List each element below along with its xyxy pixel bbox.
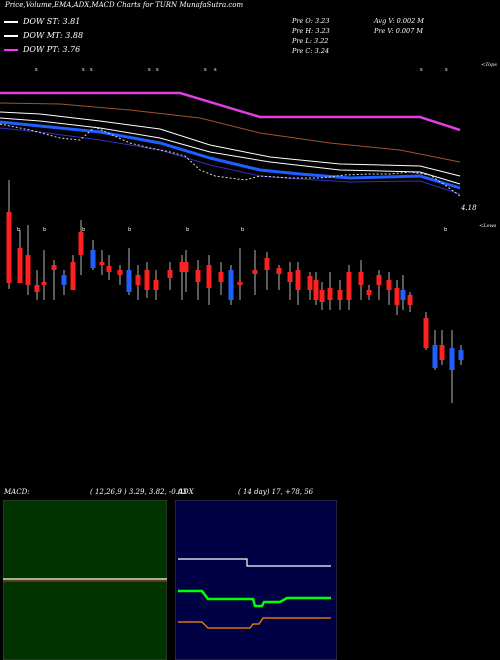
lows-marker: <Lows — [479, 223, 497, 229]
adx-panel — [175, 500, 337, 660]
svg-text:s: s — [214, 67, 217, 73]
price-marker: 4.18 — [461, 204, 477, 212]
candle-body — [78, 232, 84, 255]
adx-params: ( 14 day) 17, +78, 56 — [238, 488, 314, 496]
svg-text:s: s — [35, 67, 38, 73]
macd-background — [3, 500, 167, 660]
candle-body — [179, 262, 185, 272]
svg-text:b: b — [444, 227, 447, 233]
candle-body — [237, 282, 243, 285]
candle-body — [439, 345, 445, 360]
candle-body — [99, 262, 105, 265]
candle-body — [432, 345, 438, 368]
svg-text:b: b — [128, 227, 131, 233]
adx-background — [175, 500, 337, 660]
chart-title: Price,Volume,EMA,ADX,MACD Charts for TUR… — [5, 1, 244, 9]
candle-body — [264, 258, 270, 270]
ema-blue-line — [0, 120, 461, 190]
candle-body — [319, 290, 325, 302]
svg-text:b: b — [43, 227, 46, 233]
candle-body — [117, 270, 123, 275]
candle-body — [327, 288, 333, 300]
pre-volume: Pre V: 0.007 M — [374, 27, 424, 35]
candle-body — [252, 270, 258, 274]
candle-body — [228, 270, 234, 300]
adx-white-line — [178, 558, 331, 567]
candle-body — [6, 212, 12, 283]
candle-body — [25, 255, 31, 285]
svg-text:s: s — [420, 67, 423, 73]
macd-params: ( 12,26,9 ) 3.29, 3.82, -0.03 — [90, 488, 187, 496]
candle-body — [70, 262, 76, 290]
candle-body — [423, 318, 429, 348]
candle-body — [313, 280, 319, 300]
candle-body — [458, 350, 464, 360]
candle-body — [386, 280, 392, 290]
candle-body — [407, 295, 413, 305]
adx-minus-di-line — [178, 617, 331, 629]
svg-text:s: s — [204, 67, 207, 73]
pre-close: Pre C: 3.24 — [292, 47, 330, 55]
candle-body — [337, 290, 343, 300]
candle-body — [358, 272, 364, 285]
candle-body — [218, 272, 224, 282]
candle-body — [61, 275, 67, 285]
candle-body — [287, 272, 293, 282]
candle-body — [144, 270, 150, 290]
candle-body — [34, 285, 40, 292]
candle-body — [135, 275, 141, 285]
price-dotted-line — [0, 123, 461, 197]
candle-body — [106, 266, 112, 272]
dow-mt: DOW MT: 3.88 — [4, 31, 83, 43]
pre-high: Pre H: 3.23 — [292, 27, 330, 35]
ema-dark-blue-line — [0, 127, 461, 195]
avg-volume: Avg V: 0.002 M — [374, 17, 424, 25]
pre-low: Pre L: 3.22 — [292, 37, 329, 45]
pre-open: Pre O: 3.23 — [292, 17, 330, 25]
candles — [6, 180, 464, 403]
adx-plus-di-line — [178, 589, 331, 608]
candle-body — [206, 265, 212, 288]
candle-body — [449, 348, 455, 370]
candle-body — [153, 280, 159, 290]
candle-body — [366, 290, 372, 295]
dow-st: DOW ST: 3.81 — [4, 17, 80, 29]
candle-body — [126, 270, 132, 292]
ema-white-lower — [0, 117, 461, 185]
svg-text:s: s — [82, 67, 85, 73]
candle-body — [167, 270, 173, 278]
candle-body — [90, 250, 96, 268]
candle-body — [195, 270, 201, 282]
candle-body — [346, 272, 352, 300]
ema-white-upper — [0, 111, 461, 177]
ema-pink-line — [0, 91, 461, 132]
candle-body — [276, 268, 282, 274]
candle-body — [51, 265, 57, 270]
candle-body — [41, 282, 47, 285]
candle-body — [307, 276, 313, 290]
ema-brown-line — [0, 102, 461, 163]
svg-text:b: b — [241, 227, 244, 233]
svg-text:s: s — [90, 67, 93, 73]
svg-text:s: s — [148, 67, 151, 73]
candle-body — [17, 248, 23, 283]
svg-text:b: b — [186, 227, 189, 233]
macd-label: MACD: — [4, 488, 30, 496]
svg-text:s: s — [156, 67, 159, 73]
candle-body — [376, 275, 382, 285]
candle-body — [400, 290, 406, 300]
macd-panel — [3, 500, 167, 660]
candle-body — [295, 270, 301, 290]
tops-marker: <Tops — [481, 62, 497, 68]
adx-label: ADX — [178, 488, 194, 496]
dow-pt: DOW PT: 3.76 — [4, 45, 80, 57]
svg-text:b: b — [82, 227, 85, 233]
svg-text:s: s — [445, 67, 448, 73]
candle-body — [183, 262, 189, 272]
candle-body — [394, 288, 400, 305]
svg-text:b: b — [17, 227, 20, 233]
